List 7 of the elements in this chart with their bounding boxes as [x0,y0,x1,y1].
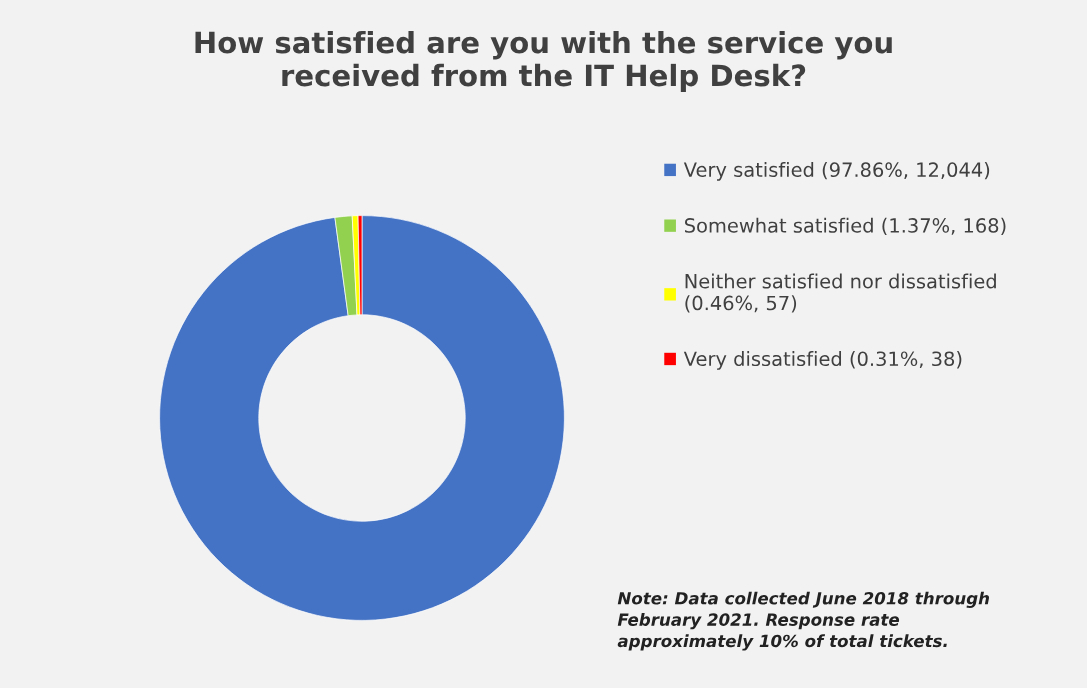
text: Note: Data collected June 2018 through February 2021. Response rate approximately 10% of total tickets. [617,591,990,651]
legend-label: Very dissatisfied (0.31%, 38) [683,351,962,370]
donut-slice [159,215,565,621]
legend-label: Very satisfied (97.86%, 12,044) [683,161,990,181]
chart-title: How satisfied are you with the service you received from the IT Help Desk? [195,30,892,93]
legend-label: Somewhat satisfied (1.37%, 168) [684,217,1006,236]
legend-label: Neither satisfied nor dissatisfied (0.46%, 57) [685,273,996,313]
